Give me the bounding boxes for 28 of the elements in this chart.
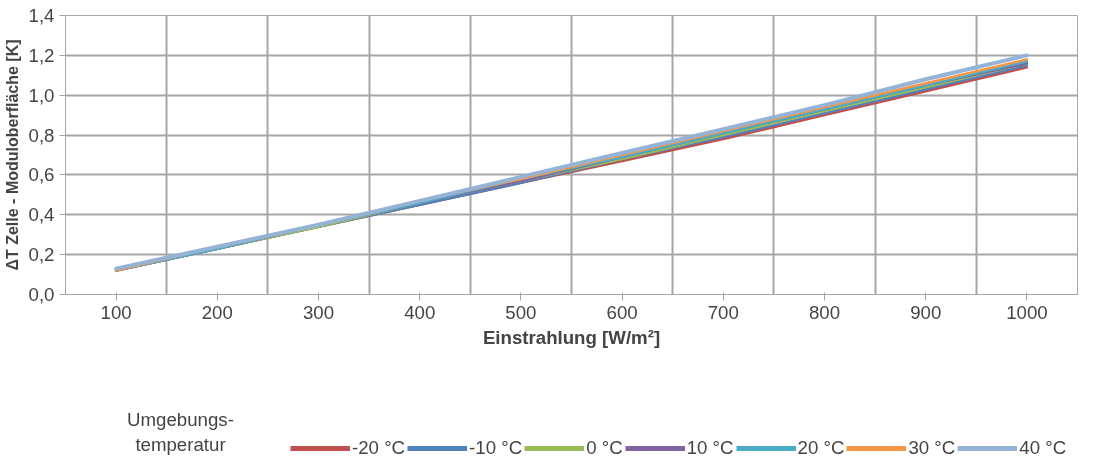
- legend-label: 20 °C: [797, 437, 845, 459]
- y-tick-label: 1,0: [28, 84, 55, 106]
- legend-title: Umgebungs- temperatur: [127, 408, 234, 455]
- legend-label: -20 °C: [352, 437, 406, 459]
- y-tick-label: 0,2: [28, 244, 55, 266]
- x-tick-label: 300: [302, 301, 335, 323]
- y-tick-label: 0,8: [28, 124, 55, 146]
- y-tick-label: 0,6: [28, 164, 55, 186]
- y-tick-label: 1,4: [28, 5, 55, 26]
- y-axis-title: ΔT Zelle - Moduloberfläche [K]: [3, 39, 21, 271]
- y-tick-label: 0,4: [28, 204, 55, 226]
- x-tick-label: 1000: [1006, 301, 1048, 323]
- x-tick-label: 700: [707, 301, 739, 323]
- x-axis-title: Einstrahlung [W/m²]: [482, 326, 661, 348]
- x-tick-label: 900: [910, 301, 942, 323]
- x-tick-label: 200: [201, 301, 233, 323]
- legend-label: 30 °C: [908, 437, 956, 459]
- y-tick-label: 0,0: [28, 284, 55, 305]
- legend-label: -10 °C: [469, 437, 523, 459]
- x-tick-label: 100: [100, 301, 132, 323]
- x-tick-label: 800: [808, 301, 841, 323]
- x-tick-label: 600: [606, 301, 638, 323]
- legend-label: 40 °C: [1019, 437, 1067, 459]
- y-tick-label: 1,2: [28, 44, 55, 66]
- legend-label: 0 °C: [586, 437, 623, 459]
- x-tick-label: 500: [505, 301, 537, 323]
- legend-label: 10 °C: [686, 437, 734, 459]
- x-tick-label: 400: [404, 301, 436, 323]
